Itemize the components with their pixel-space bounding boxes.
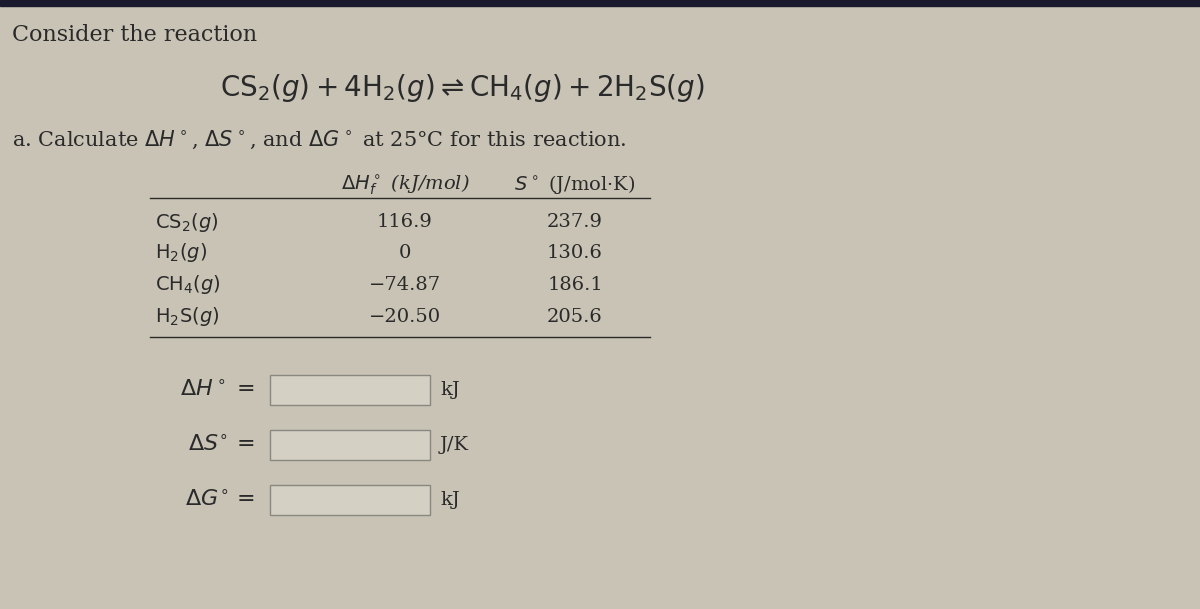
- Text: kJ: kJ: [440, 491, 460, 509]
- Text: $\mathrm{H_2S}(g)$: $\mathrm{H_2S}(g)$: [155, 306, 220, 328]
- Text: −74.87: −74.87: [368, 276, 442, 294]
- Text: a. Calculate $\Delta H^\circ$, $\Delta S^\circ$, and $\Delta G^\circ$ at 25°C fo: a. Calculate $\Delta H^\circ$, $\Delta S…: [12, 129, 626, 151]
- Text: 186.1: 186.1: [547, 276, 602, 294]
- FancyBboxPatch shape: [270, 430, 430, 460]
- Text: −20.50: −20.50: [368, 308, 442, 326]
- Bar: [0, 0, 1200, 6]
- Text: $\mathrm{H_2}(g)$: $\mathrm{H_2}(g)$: [155, 242, 208, 264]
- Text: $\mathrm{CS_2}(g) + 4\mathrm{H_2}(g) \rightleftharpoons \mathrm{CH_4}(g) + 2\mat: $\mathrm{CS_2}(g) + 4\mathrm{H_2}(g) \ri…: [220, 72, 704, 104]
- Text: 130.6: 130.6: [547, 244, 602, 262]
- FancyBboxPatch shape: [270, 485, 430, 515]
- Text: $\mathrm{CS_2}(g)$: $\mathrm{CS_2}(g)$: [155, 211, 218, 233]
- Text: 0: 0: [398, 244, 412, 262]
- Text: kJ: kJ: [440, 381, 460, 399]
- Text: $S^\circ$ (J/mol·K): $S^\circ$ (J/mol·K): [515, 174, 636, 197]
- Text: 116.9: 116.9: [377, 213, 433, 231]
- Text: 237.9: 237.9: [547, 213, 604, 231]
- Text: $\Delta H^\circ$ =: $\Delta H^\circ$ =: [180, 379, 256, 401]
- Text: J/K: J/K: [440, 436, 469, 454]
- Text: $\mathrm{CH_4}(g)$: $\mathrm{CH_4}(g)$: [155, 273, 221, 297]
- Text: $\Delta H^\circ_f$ (kJ/mol): $\Delta H^\circ_f$ (kJ/mol): [341, 173, 469, 197]
- Text: Consider the reaction: Consider the reaction: [12, 24, 257, 46]
- Text: 205.6: 205.6: [547, 308, 602, 326]
- Text: $\Delta S^{\circ}$ =: $\Delta S^{\circ}$ =: [188, 434, 256, 456]
- FancyBboxPatch shape: [270, 375, 430, 405]
- Text: $\Delta G^{\circ}$ =: $\Delta G^{\circ}$ =: [185, 489, 256, 511]
